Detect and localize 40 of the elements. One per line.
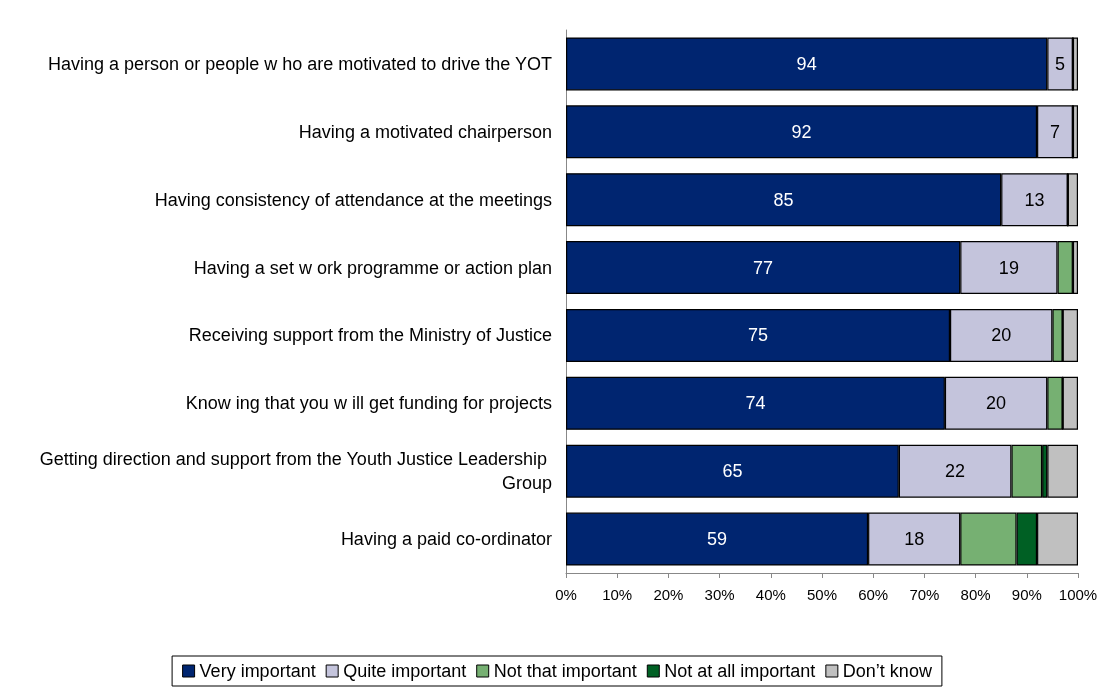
data-label: 7 — [1049, 121, 1060, 142]
data-label: 20 — [986, 393, 1007, 414]
y-tick-label: Getting direction and support from the Youth Justice Leadership Group — [39, 449, 552, 494]
x-tick-label: 90% — [1011, 586, 1042, 603]
x-tick-label: 60% — [858, 586, 889, 603]
legend-label: Quite important — [343, 661, 467, 681]
data-label: 5 — [1055, 53, 1066, 74]
x-tick-label: 70% — [909, 586, 940, 603]
legend-label: Not at all important — [664, 661, 816, 681]
data-label: 22 — [945, 461, 966, 482]
legend-label: Don’t know — [842, 661, 933, 681]
data-label: 18 — [904, 529, 925, 550]
y-tick-label: Having a paid co-ordinator — [340, 529, 552, 550]
data-label: 13 — [1024, 189, 1045, 210]
x-tick-label: 0% — [555, 586, 577, 603]
data-label: 85 — [773, 189, 794, 210]
data-label: 94 — [796, 53, 817, 74]
data-label: 92 — [791, 121, 812, 142]
y-tick-label: Having a set w ork programme or action plan — [193, 257, 552, 278]
y-tick-label: Having consistency of attendance at the meetings — [154, 189, 552, 210]
data-label: 20 — [991, 325, 1012, 346]
x-tick-label: 50% — [806, 586, 838, 603]
data-label: 19 — [998, 257, 1019, 278]
y-tick-label: Having a motivated chairperson — [298, 121, 552, 142]
legend-label: Very important — [199, 661, 316, 681]
y-tick-label: Receiving support from the Ministry of Justice — [188, 325, 552, 346]
data-label: 59 — [707, 529, 728, 550]
data-label: 77 — [753, 257, 774, 278]
x-tick-label: 40% — [755, 586, 786, 603]
data-label: 65 — [722, 461, 743, 482]
data-label: 75 — [747, 325, 769, 346]
x-tick-label: 10% — [602, 586, 633, 603]
legend-label: Not that important — [493, 661, 637, 681]
x-tick-label: 20% — [653, 586, 684, 603]
data-label: 74 — [745, 393, 766, 414]
x-tick-label: 100% — [1058, 586, 1098, 603]
x-tick-label: 80% — [960, 586, 991, 603]
y-tick-label: Know ing that you w ill get funding for projects — [185, 393, 552, 414]
y-tick-label: Having a person or people w ho are motivated to drive the YOT — [48, 53, 552, 74]
x-tick-label: 30% — [704, 586, 735, 603]
